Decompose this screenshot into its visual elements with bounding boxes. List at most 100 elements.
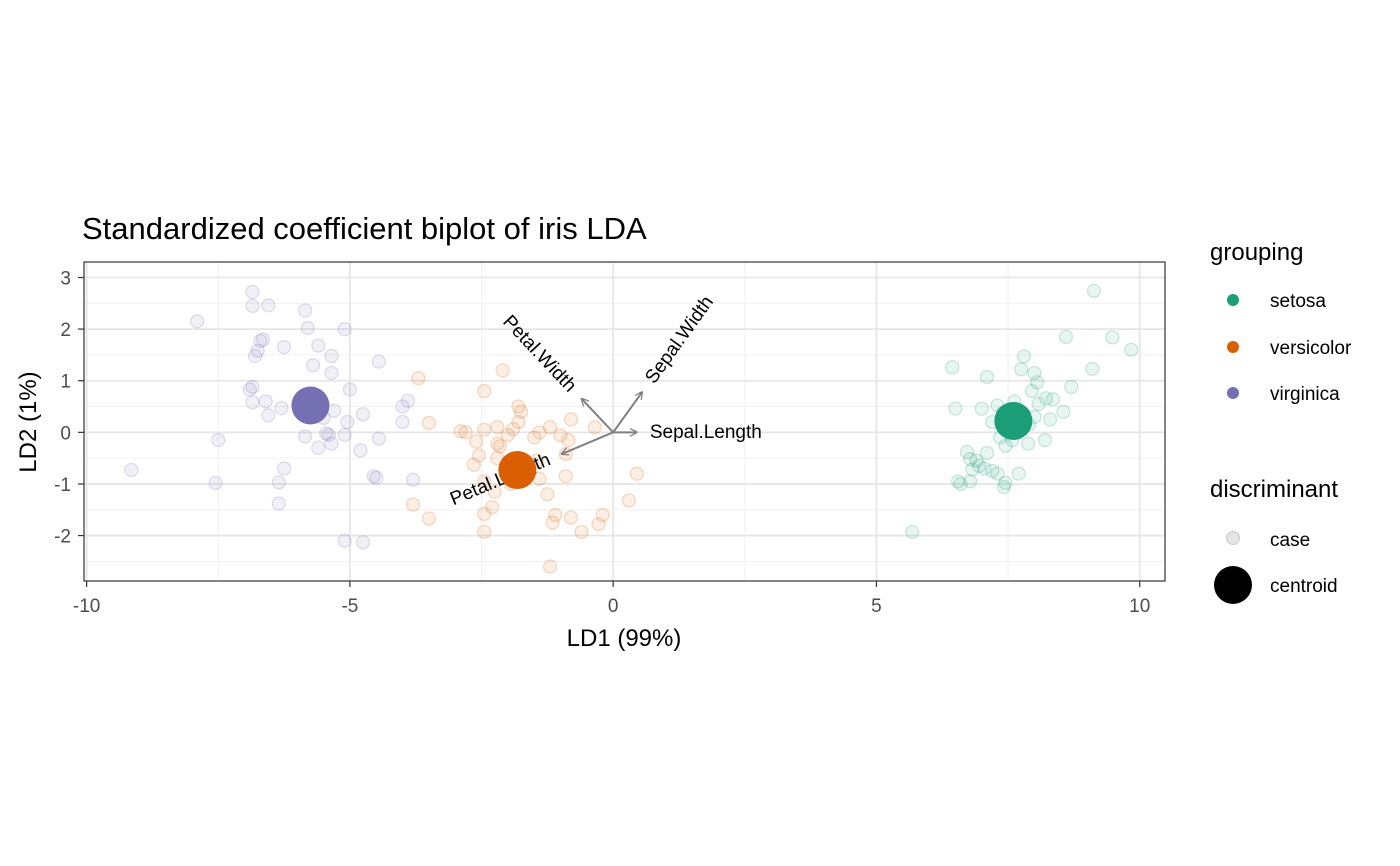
case-point-versicolor xyxy=(487,484,502,499)
case-point-versicolor xyxy=(505,422,521,437)
case-point-setosa xyxy=(1045,392,1060,407)
case-point-virginica xyxy=(395,414,410,430)
legend-label-case: case xyxy=(1270,530,1310,551)
y-tick-label: 2 xyxy=(60,320,71,341)
case-point-versicolor xyxy=(558,469,573,484)
case-point-versicolor xyxy=(466,457,481,473)
case-point-setosa xyxy=(998,438,1013,453)
case-point-setosa xyxy=(1037,432,1053,448)
legend-key-centroid xyxy=(1214,566,1252,604)
case-point-setosa xyxy=(977,461,992,476)
case-point-versicolor xyxy=(405,497,421,512)
case-point-virginica xyxy=(305,358,321,373)
vector-label-sepal-width: Sepal.Width xyxy=(641,292,718,387)
case-point-setosa xyxy=(1024,383,1039,399)
case-point-setosa xyxy=(953,476,968,492)
case-point-versicolor xyxy=(527,430,542,445)
case-point-setosa xyxy=(1086,283,1102,299)
case-point-setosa xyxy=(959,444,975,460)
y-tick-label: 0 xyxy=(60,423,71,444)
case-point-virginica xyxy=(253,333,268,349)
case-point-virginica xyxy=(311,338,326,353)
case-point-setosa xyxy=(1085,361,1100,376)
case-point-virginica xyxy=(211,432,226,448)
case-point-versicolor xyxy=(511,399,526,414)
case-point-setosa xyxy=(1016,349,1032,364)
case-point-virginica xyxy=(353,443,368,458)
case-point-setosa xyxy=(1031,396,1046,412)
case-point-virginica xyxy=(247,348,263,364)
case-point-setosa xyxy=(963,452,978,467)
case-point-versicolor xyxy=(490,420,505,435)
case-point-versicolor xyxy=(545,515,560,530)
case-point-versicolor xyxy=(495,363,510,378)
case-point-versicolor xyxy=(587,420,602,435)
case-point-virginica xyxy=(190,314,205,329)
case-point-virginica xyxy=(337,427,352,443)
case-point-setosa xyxy=(950,474,966,489)
coefficient-vectors: Sepal.LengthSepal.WidthPetal.WidthPetal.… xyxy=(447,292,762,510)
case-point-virginica xyxy=(321,427,336,443)
legend-label-centroid: centroid xyxy=(1270,576,1338,597)
y-tick-label: -1 xyxy=(54,475,71,496)
case-point-versicolor xyxy=(469,434,484,449)
case-point-versicolor xyxy=(561,432,576,448)
legend-discriminant-title: discriminant xyxy=(1210,476,1338,503)
case-point-setosa xyxy=(1014,362,1029,377)
x-tick-label: 10 xyxy=(1129,596,1150,617)
case-point-setosa xyxy=(1011,466,1026,481)
case-point-virginica xyxy=(366,469,381,484)
case-point-setosa xyxy=(1043,412,1058,427)
case-point-virginica xyxy=(355,535,371,550)
case-point-virginica xyxy=(400,393,415,409)
vector-petal-length xyxy=(562,431,614,454)
case-point-virginica xyxy=(274,400,289,416)
case-point-setosa xyxy=(985,463,1000,479)
legend-grouping-title: grouping xyxy=(1210,239,1303,266)
case-point-versicolor xyxy=(477,383,492,399)
case-point-setosa xyxy=(948,401,963,416)
case-point-virginica xyxy=(245,284,260,300)
case-point-setosa xyxy=(1056,404,1071,419)
case-point-setosa xyxy=(1058,329,1074,344)
chart-title: Standardized coefficient biplot of iris … xyxy=(82,211,647,246)
case-point-versicolor xyxy=(477,422,492,437)
legend-label-versicolor: versicolor xyxy=(1270,338,1352,359)
case-point-versicolor xyxy=(563,510,579,525)
centroid-points xyxy=(291,386,1033,490)
centroid-versicolor xyxy=(498,451,537,490)
case-point-setosa xyxy=(963,474,978,489)
case-point-setosa xyxy=(965,462,980,477)
case-point-setosa xyxy=(971,458,987,474)
case-point-virginica xyxy=(250,343,265,358)
case-point-setosa xyxy=(979,445,995,461)
case-point-versicolor xyxy=(484,500,500,515)
case-point-versicolor xyxy=(477,506,492,522)
case-point-virginica xyxy=(337,533,352,548)
case-point-virginica xyxy=(271,475,286,490)
legend-discriminant: discriminant case centroid xyxy=(1210,476,1338,604)
y-tick-label: 3 xyxy=(60,268,71,289)
case-point-versicolor xyxy=(411,370,426,386)
case-point-virginica xyxy=(245,395,260,410)
case-point-virginica xyxy=(276,461,292,476)
y-axis-title: LD2 (1%) xyxy=(15,371,42,472)
case-point-virginica xyxy=(337,321,352,337)
case-point-setosa xyxy=(1038,391,1054,406)
case-point-setosa xyxy=(945,360,960,375)
case-point-virginica xyxy=(369,470,384,485)
case-point-versicolor xyxy=(477,524,492,540)
case-point-versicolor xyxy=(421,511,437,526)
case-point-virginica xyxy=(124,462,139,478)
case-point-versicolor xyxy=(453,424,468,439)
case-point-versicolor xyxy=(553,428,568,443)
case-point-setosa xyxy=(1064,379,1079,395)
case-point-virginica xyxy=(324,436,339,451)
case-point-versicolor xyxy=(629,466,645,481)
case-point-setosa xyxy=(1027,365,1042,381)
vector-sepal-width xyxy=(612,392,642,433)
case-point-versicolor xyxy=(511,414,526,430)
case-point-setosa xyxy=(996,479,1012,495)
case-point-virginica xyxy=(258,394,273,409)
case-point-setosa xyxy=(1029,375,1045,390)
